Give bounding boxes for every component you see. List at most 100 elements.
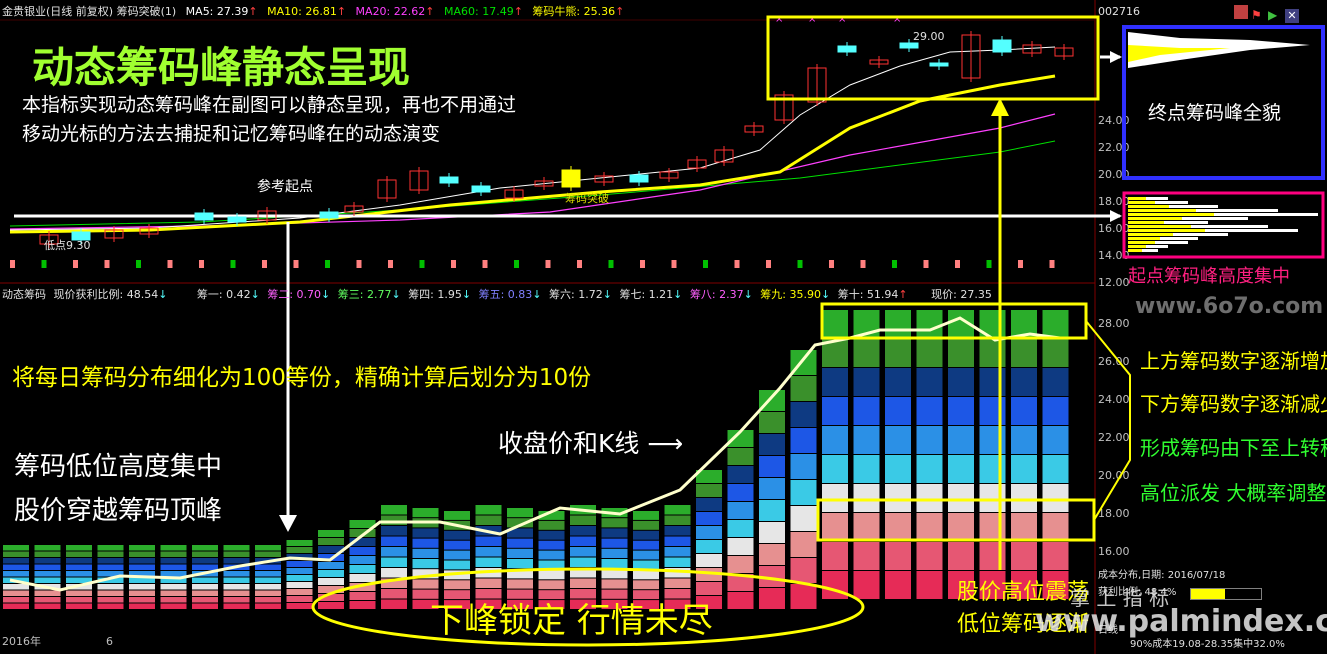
candle-body [377, 179, 397, 199]
chip-segment [381, 557, 407, 567]
chip-segment [129, 597, 155, 603]
chip-segment [885, 484, 911, 512]
menu-icon[interactable] [1234, 5, 1248, 19]
ma5-label: MA5: 27.39 [185, 5, 249, 18]
chip-segment [1042, 542, 1069, 570]
chip-segment [192, 564, 218, 570]
volume-bar [199, 260, 204, 268]
chip-segment [223, 590, 250, 596]
chip-segment [853, 455, 880, 483]
chip-segment [129, 577, 155, 583]
chip-segment [475, 599, 502, 609]
chip-segment [696, 470, 722, 483]
chip-segment [759, 544, 785, 565]
volume-bar [325, 260, 330, 268]
chip-segment [412, 599, 439, 609]
start-peak-bar [1128, 197, 1168, 200]
chip-segment [1011, 426, 1037, 454]
chip-segment [507, 599, 533, 609]
chip-segment [853, 397, 880, 425]
chip-segment [979, 455, 1006, 483]
chip-segment [412, 528, 439, 538]
chip-segment [318, 530, 344, 537]
chip-segment [507, 528, 533, 538]
volume-bar [860, 260, 866, 268]
chip-segment [3, 590, 29, 596]
chip-segment [790, 532, 817, 557]
chip-segment [444, 550, 470, 560]
chip-segment [192, 590, 218, 596]
down-arrow-head [279, 515, 297, 532]
chip-segment [538, 580, 565, 590]
flag-icon[interactable]: ⚑ [1251, 8, 1262, 22]
volume-bar [608, 260, 614, 268]
stock-code: 002716 [1098, 5, 1140, 18]
chip-10: 筹十: 51.94 [837, 288, 899, 301]
chip-segment [34, 564, 61, 570]
chip-segment [475, 578, 502, 588]
bottom-y-tick: 24.00 [1098, 393, 1130, 406]
chip-segment [1042, 339, 1069, 367]
volume-bar [1049, 260, 1055, 268]
start-peak-bar-yellow [1128, 241, 1155, 244]
chip-segment [318, 578, 344, 585]
chip-segment [727, 592, 754, 609]
chip-segment [444, 530, 470, 540]
chip-segment [286, 589, 313, 595]
play-icon[interactable]: ▶ [1268, 8, 1278, 22]
chip-segment [948, 542, 974, 570]
chip-segment [66, 571, 92, 577]
chip-segment [727, 430, 754, 447]
chip-segment [759, 412, 785, 433]
start-peak-bar [1128, 225, 1268, 228]
chip-segment [979, 542, 1006, 570]
chip-segment [255, 551, 281, 557]
chip-segment [412, 559, 439, 569]
chip-segment [255, 584, 281, 590]
right-note-4: 高位派发 大概率调整 [1140, 481, 1327, 505]
chip-segment [412, 538, 439, 548]
chip-segment [192, 551, 218, 557]
chip-segment [696, 512, 722, 525]
candle-body [227, 216, 247, 223]
chip-segment [129, 551, 155, 557]
chip-segment [3, 564, 29, 570]
chip-segment [664, 589, 691, 599]
start-peak-bar [1128, 209, 1278, 212]
chip-8: 筹八: 2.37 [689, 288, 744, 301]
start-peak-bar-yellow [1128, 201, 1155, 204]
high-shock-line2: 低位筹码逐渐 [957, 612, 1090, 637]
watermark-6o7o: www.6o7o.com [1135, 294, 1324, 319]
chip-segment [160, 571, 187, 577]
start-peak-bar-yellow [1128, 245, 1146, 248]
chip-segment [727, 484, 754, 501]
chip-4: 筹四: 1.95 [408, 288, 462, 301]
marker-x: × [808, 14, 816, 25]
chip-segment [759, 456, 785, 477]
chip-segment [538, 560, 565, 570]
chip-segment [1042, 426, 1069, 454]
chip-segment [475, 589, 502, 599]
start-peak-bar [1128, 237, 1198, 240]
chip-segment [727, 448, 754, 465]
chip-segment [223, 584, 250, 590]
chip-segment [601, 599, 628, 609]
candle-body [992, 39, 1012, 53]
start-peak-bar [1128, 249, 1158, 252]
chip-segment [822, 484, 848, 512]
chip-segment [381, 515, 407, 525]
low-conc-line2: 股价穿越筹码顶峰 [14, 496, 223, 526]
chip-segment [979, 484, 1006, 512]
chip-9: 筹九: 35.90 [760, 288, 821, 301]
close-icon[interactable]: ✕ [1285, 9, 1299, 23]
chip-6: 筹六: 1.72 [549, 288, 603, 301]
chip-segment [66, 590, 92, 596]
candle-body [687, 159, 707, 169]
chip-segment [129, 603, 155, 609]
chip-segment [601, 579, 628, 589]
chip-segment [822, 571, 848, 599]
chip-segment [633, 520, 659, 530]
chip-segment [318, 586, 344, 593]
chip-segment [979, 426, 1006, 454]
